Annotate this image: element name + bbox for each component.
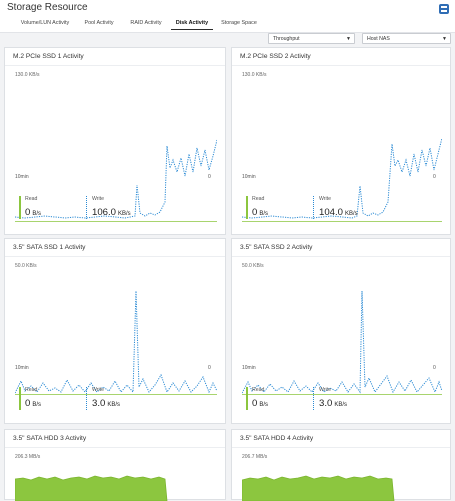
y-axis-max-label: 130.0 KB/s <box>15 72 40 78</box>
divider <box>5 256 225 257</box>
divider <box>5 65 225 66</box>
read-indicator <box>246 387 248 410</box>
y-axis-max-label: 130.0 KB/s <box>242 72 267 78</box>
read-indicator <box>19 387 21 410</box>
read-value: 0 B/s <box>25 207 42 218</box>
activity-chart <box>15 290 217 395</box>
storage-app-icon[interactable] <box>438 3 450 15</box>
write-value: 3.0 KB/s <box>319 398 348 409</box>
read-label: Read <box>25 196 38 202</box>
activity-chart <box>242 137 442 222</box>
panel-title: M.2 PCIe SSD 2 Activity <box>240 53 311 60</box>
panel-m2-ssd-2: M.2 PCIe SSD 2 Activity 130.0 KB/s 10min… <box>231 47 451 235</box>
write-label: Write <box>92 196 105 202</box>
page-title: Storage Resource <box>7 2 88 13</box>
target-select-value: Host NAS <box>367 36 390 42</box>
panel-m2-ssd-1: M.2 PCIe SSD 1 Activity 130.0 KB/s 10min… <box>4 47 226 235</box>
tab-bar: Volume/LUN Activity Pool Activity RAID A… <box>0 16 455 31</box>
chevron-down-icon: ▼ <box>442 36 447 42</box>
write-indicator <box>313 196 314 219</box>
panel-title: 3.5" SATA HDD 4 Activity <box>240 435 314 442</box>
write-indicator <box>86 196 87 219</box>
tab-pool-activity[interactable]: Pool Activity <box>84 20 114 26</box>
x-axis-start-label: 10min <box>242 365 256 371</box>
panel-title: 3.5" SATA HDD 3 Activity <box>13 435 87 442</box>
panel-sata-hdd-4: 3.5" SATA HDD 4 Activity 206.7 MB/s <box>231 429 451 501</box>
target-select[interactable]: Host NAS ▼ <box>362 33 451 44</box>
divider <box>5 447 225 448</box>
activity-area-chart <box>15 475 168 501</box>
read-value: 0 B/s <box>252 207 269 218</box>
read-label: Read <box>252 196 265 202</box>
x-axis-start-label: 10min <box>15 365 29 371</box>
divider <box>232 447 450 448</box>
write-value: 3.0 KB/s <box>92 398 121 409</box>
x-axis-start-label: 10min <box>242 174 256 180</box>
panel-sata-hdd-3: 3.5" SATA HDD 3 Activity 206.3 MB/s <box>4 429 226 501</box>
write-label: Write <box>92 387 105 393</box>
tab-raid-activity[interactable]: RAID Activity <box>130 20 162 26</box>
x-axis-end-label: 0 <box>208 365 211 371</box>
divider <box>232 256 450 257</box>
top-bar: Storage Resource Volume/LUN Activity Poo… <box>0 0 455 33</box>
activity-chart <box>242 290 442 395</box>
tab-volume-lun-activity[interactable]: Volume/LUN Activity <box>20 20 70 26</box>
metric-select[interactable]: Throughput ▼ <box>268 33 355 44</box>
y-axis-max-label: 50.0 KB/s <box>15 263 37 269</box>
write-indicator <box>313 387 314 410</box>
write-label: Write <box>319 196 332 202</box>
read-value: 0 B/s <box>25 398 42 409</box>
x-axis-end-label: 0 <box>433 174 436 180</box>
tab-storage-space[interactable]: Storage Space <box>221 20 257 26</box>
panel-sata-ssd-1: 3.5" SATA SSD 1 Activity 50.0 KB/s 10min… <box>4 238 226 424</box>
read-label: Read <box>252 387 265 393</box>
activity-area-chart <box>242 475 395 501</box>
panel-sata-ssd-2: 3.5" SATA SSD 2 Activity 50.0 KB/s 10min… <box>231 238 451 424</box>
panel-title: M.2 PCIe SSD 1 Activity <box>13 53 84 60</box>
write-value: 106.0 KB/s <box>92 207 131 218</box>
read-indicator <box>19 196 21 219</box>
read-value: 0 B/s <box>252 398 269 409</box>
x-axis-start-label: 10min <box>15 174 29 180</box>
panel-title: 3.5" SATA SSD 1 Activity <box>13 244 86 251</box>
panel-title: 3.5" SATA SSD 2 Activity <box>240 244 313 251</box>
tab-disk-activity[interactable]: Disk Activity <box>171 17 213 30</box>
x-axis-end-label: 0 <box>208 174 211 180</box>
read-indicator <box>246 196 248 219</box>
chevron-down-icon: ▼ <box>346 36 351 42</box>
metric-select-value: Throughput <box>273 36 300 42</box>
divider <box>232 65 450 66</box>
write-indicator <box>86 387 87 410</box>
y-axis-max-label: 206.7 MB/s <box>242 454 268 460</box>
y-axis-max-label: 50.0 KB/s <box>242 263 264 269</box>
write-value: 104.0 KB/s <box>319 207 358 218</box>
x-axis-end-label: 0 <box>433 365 436 371</box>
read-label: Read <box>25 387 38 393</box>
activity-chart <box>15 139 217 222</box>
y-axis-max-label: 206.3 MB/s <box>15 454 41 460</box>
write-label: Write <box>319 387 332 393</box>
